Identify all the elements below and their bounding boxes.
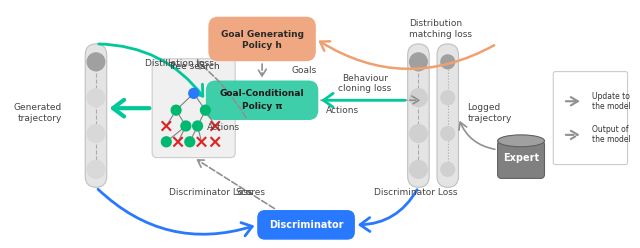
Circle shape (441, 162, 454, 176)
FancyBboxPatch shape (85, 44, 107, 187)
FancyBboxPatch shape (206, 81, 318, 120)
FancyBboxPatch shape (497, 141, 545, 178)
Text: Actions: Actions (207, 124, 239, 132)
FancyBboxPatch shape (408, 44, 429, 187)
Ellipse shape (497, 135, 545, 147)
Text: Update to: Update to (593, 92, 630, 101)
Circle shape (193, 121, 202, 131)
Text: the model: the model (593, 102, 631, 111)
Text: Logged
trajectory: Logged trajectory (467, 103, 511, 123)
Text: Policy h: Policy h (242, 41, 282, 50)
FancyBboxPatch shape (257, 210, 355, 240)
FancyArrowPatch shape (258, 64, 266, 76)
Circle shape (185, 137, 195, 147)
FancyArrowPatch shape (360, 190, 417, 231)
FancyArrowPatch shape (321, 96, 419, 104)
Text: Actions: Actions (326, 106, 359, 115)
FancyBboxPatch shape (152, 59, 236, 158)
Circle shape (410, 160, 428, 178)
Circle shape (410, 89, 428, 107)
Circle shape (172, 105, 181, 115)
FancyArrowPatch shape (197, 62, 246, 118)
Circle shape (441, 126, 454, 140)
FancyArrowPatch shape (566, 131, 578, 139)
FancyArrowPatch shape (197, 160, 275, 209)
Text: Goal-Conditional: Goal-Conditional (220, 89, 305, 98)
FancyArrowPatch shape (113, 100, 149, 117)
Text: Discriminator Loss: Discriminator Loss (169, 188, 252, 197)
Text: Discriminator: Discriminator (269, 220, 343, 230)
Text: Scores: Scores (236, 188, 266, 197)
FancyBboxPatch shape (209, 17, 316, 61)
Circle shape (189, 88, 198, 98)
FancyArrowPatch shape (566, 97, 578, 105)
Text: Expert: Expert (503, 153, 539, 163)
Circle shape (441, 91, 454, 105)
Text: Discriminator Loss: Discriminator Loss (374, 188, 458, 197)
FancyArrowPatch shape (99, 44, 203, 96)
Circle shape (410, 124, 428, 142)
Text: Output of: Output of (593, 125, 629, 134)
FancyArrowPatch shape (98, 189, 252, 236)
Circle shape (87, 124, 105, 142)
Circle shape (181, 121, 191, 131)
Circle shape (200, 105, 211, 115)
Text: Goals: Goals (291, 66, 317, 75)
Text: Distillation loss: Distillation loss (145, 59, 214, 68)
Text: the model: the model (593, 135, 631, 144)
Circle shape (161, 137, 172, 147)
Circle shape (87, 89, 105, 107)
Text: Policy π: Policy π (242, 102, 282, 111)
Text: Generated
trajectory: Generated trajectory (13, 103, 62, 123)
Text: Tree search: Tree search (168, 62, 220, 71)
Circle shape (87, 160, 105, 178)
FancyBboxPatch shape (437, 44, 458, 187)
FancyBboxPatch shape (554, 72, 628, 164)
Text: Behaviour
cloning loss: Behaviour cloning loss (338, 74, 391, 93)
Text: Goal Generating: Goal Generating (221, 30, 303, 38)
Circle shape (441, 55, 454, 69)
Text: Distribution
matching loss: Distribution matching loss (409, 19, 472, 39)
Circle shape (87, 53, 105, 71)
FancyArrowPatch shape (459, 122, 495, 149)
FancyArrowPatch shape (320, 41, 494, 69)
FancyArrowPatch shape (323, 93, 405, 107)
Circle shape (410, 53, 428, 71)
